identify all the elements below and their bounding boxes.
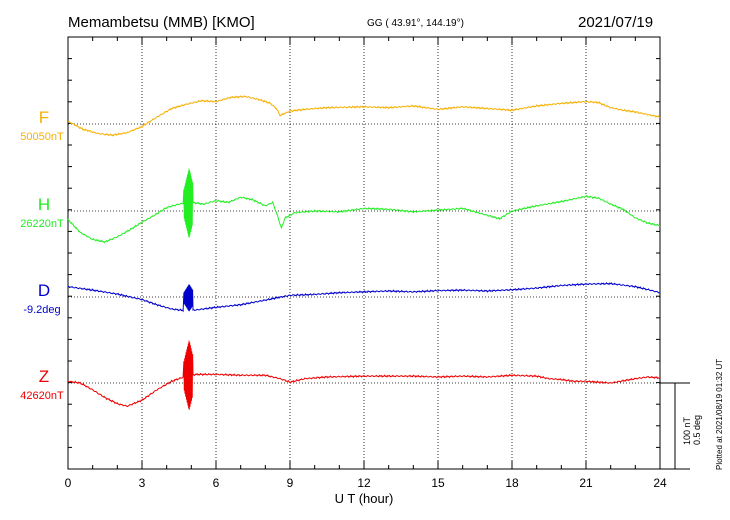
baseline-label-f: 50050nT: [20, 131, 64, 143]
x-tick-labels: 0 3 6 9 12 15 18 21 24: [65, 476, 667, 490]
baseline-label-h: 26220nT: [20, 218, 64, 230]
series-line-z: [67, 340, 661, 410]
x-axis-label: U T (hour): [335, 491, 394, 506]
series-labels: F 50050nT H 26220nT D -9.2deg Z 42620nT: [20, 108, 64, 402]
x-tick-label: 18: [505, 476, 519, 490]
scale-deg-label: 0.5 deg: [692, 415, 702, 445]
axis-ticks: [67, 37, 661, 469]
coordinates-label: GG ( 43.91°, 144.19°): [367, 18, 464, 29]
station-title: Memambetsu (MMB) [KMO]: [68, 14, 255, 31]
baseline-label-d: -9.2deg: [23, 304, 60, 316]
series-line-d: [67, 281, 660, 313]
x-tick-label: 9: [287, 476, 294, 490]
date-label: 2021/07/19: [578, 14, 653, 31]
component-label-h: H: [38, 195, 50, 214]
x-tick-label: 24: [653, 476, 667, 490]
component-label-z: Z: [39, 367, 49, 386]
x-tick-label: 0: [65, 476, 72, 490]
x-tick-label: 3: [139, 476, 146, 490]
component-label-f: F: [39, 108, 49, 127]
x-tick-label: 6: [213, 476, 220, 490]
series-line-f: [68, 95, 661, 137]
x-tick-label: 12: [357, 476, 371, 490]
plotted-timestamp: Plotted at 2021/08/19 01:32 UT: [715, 359, 724, 470]
x-tick-label: 15: [431, 476, 445, 490]
x-tick-label: 21: [579, 476, 593, 490]
series-line-h: [67, 168, 660, 244]
scale-nt-label: 100 nT: [682, 416, 692, 445]
component-label-d: D: [38, 281, 50, 300]
series-layer: [67, 95, 661, 410]
grid-lines: [68, 37, 660, 469]
baseline-label-z: 42620nT: [20, 390, 64, 402]
